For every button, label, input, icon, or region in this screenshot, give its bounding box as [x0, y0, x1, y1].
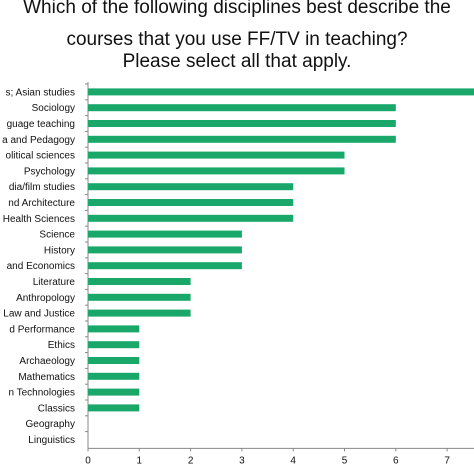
category-label: a and Pedagogy	[2, 135, 75, 146]
category-label: Science	[39, 230, 75, 241]
bar	[88, 167, 345, 175]
category-label: Literature	[33, 277, 76, 288]
bar	[88, 151, 345, 159]
category-label: Sociology	[32, 103, 75, 114]
x-tick-label: 2	[188, 455, 194, 466]
chart-title-line-2: courses that you use FF/TV in teaching?	[66, 29, 408, 50]
bar	[88, 293, 191, 301]
bar	[88, 278, 191, 285]
category-label: guage teaching	[7, 119, 75, 130]
x-tick-label: 7	[444, 455, 450, 466]
bar	[88, 120, 396, 127]
bar	[88, 230, 242, 238]
bar	[88, 404, 140, 412]
x-tick-label: 5	[342, 455, 348, 466]
category-label: Health Sciences	[3, 214, 75, 225]
chart-title-line-1: Which of the following disciplines best …	[23, 0, 451, 18]
category-label: Archaeology	[19, 356, 75, 367]
category-label: Mathematics	[18, 372, 75, 383]
category-label: Linguistics	[28, 435, 75, 446]
bar	[88, 357, 140, 364]
category-label: nd Architecture	[8, 198, 75, 209]
x-tick-label: 6	[393, 455, 399, 466]
x-tick-label: 1	[137, 455, 143, 466]
category-label: n Technologies	[8, 388, 75, 399]
category-label: s; Asian studies	[6, 87, 75, 98]
category-label: Anthropology	[16, 293, 75, 304]
bar	[88, 388, 140, 396]
bar	[88, 183, 294, 191]
x-tick-label: 0	[85, 455, 91, 466]
category-label: and Economics	[7, 261, 75, 272]
bar	[88, 309, 191, 317]
category-label: Law and Justice	[3, 309, 75, 320]
chart-title-line-3: Please select all that apply.	[122, 51, 352, 72]
category-label: Classics	[38, 403, 75, 414]
bar	[88, 199, 294, 206]
category-label: History	[44, 245, 75, 256]
x-tick-label: 3	[239, 455, 245, 466]
category-label: Ethics	[48, 340, 75, 351]
bar	[88, 325, 140, 333]
bar	[88, 372, 140, 380]
category-label: Geography	[26, 419, 75, 430]
bar	[88, 135, 396, 143]
bar	[88, 246, 242, 254]
bar	[88, 104, 396, 112]
category-label: d Performance	[9, 324, 75, 335]
bar	[88, 341, 140, 349]
category-label: dia/film studies	[9, 182, 75, 193]
bar	[88, 262, 242, 270]
category-label: Psychology	[24, 166, 75, 177]
bar	[88, 88, 474, 96]
category-label: olitical sciences	[6, 151, 75, 162]
bar	[88, 214, 294, 222]
x-tick-label: 4	[290, 455, 296, 466]
